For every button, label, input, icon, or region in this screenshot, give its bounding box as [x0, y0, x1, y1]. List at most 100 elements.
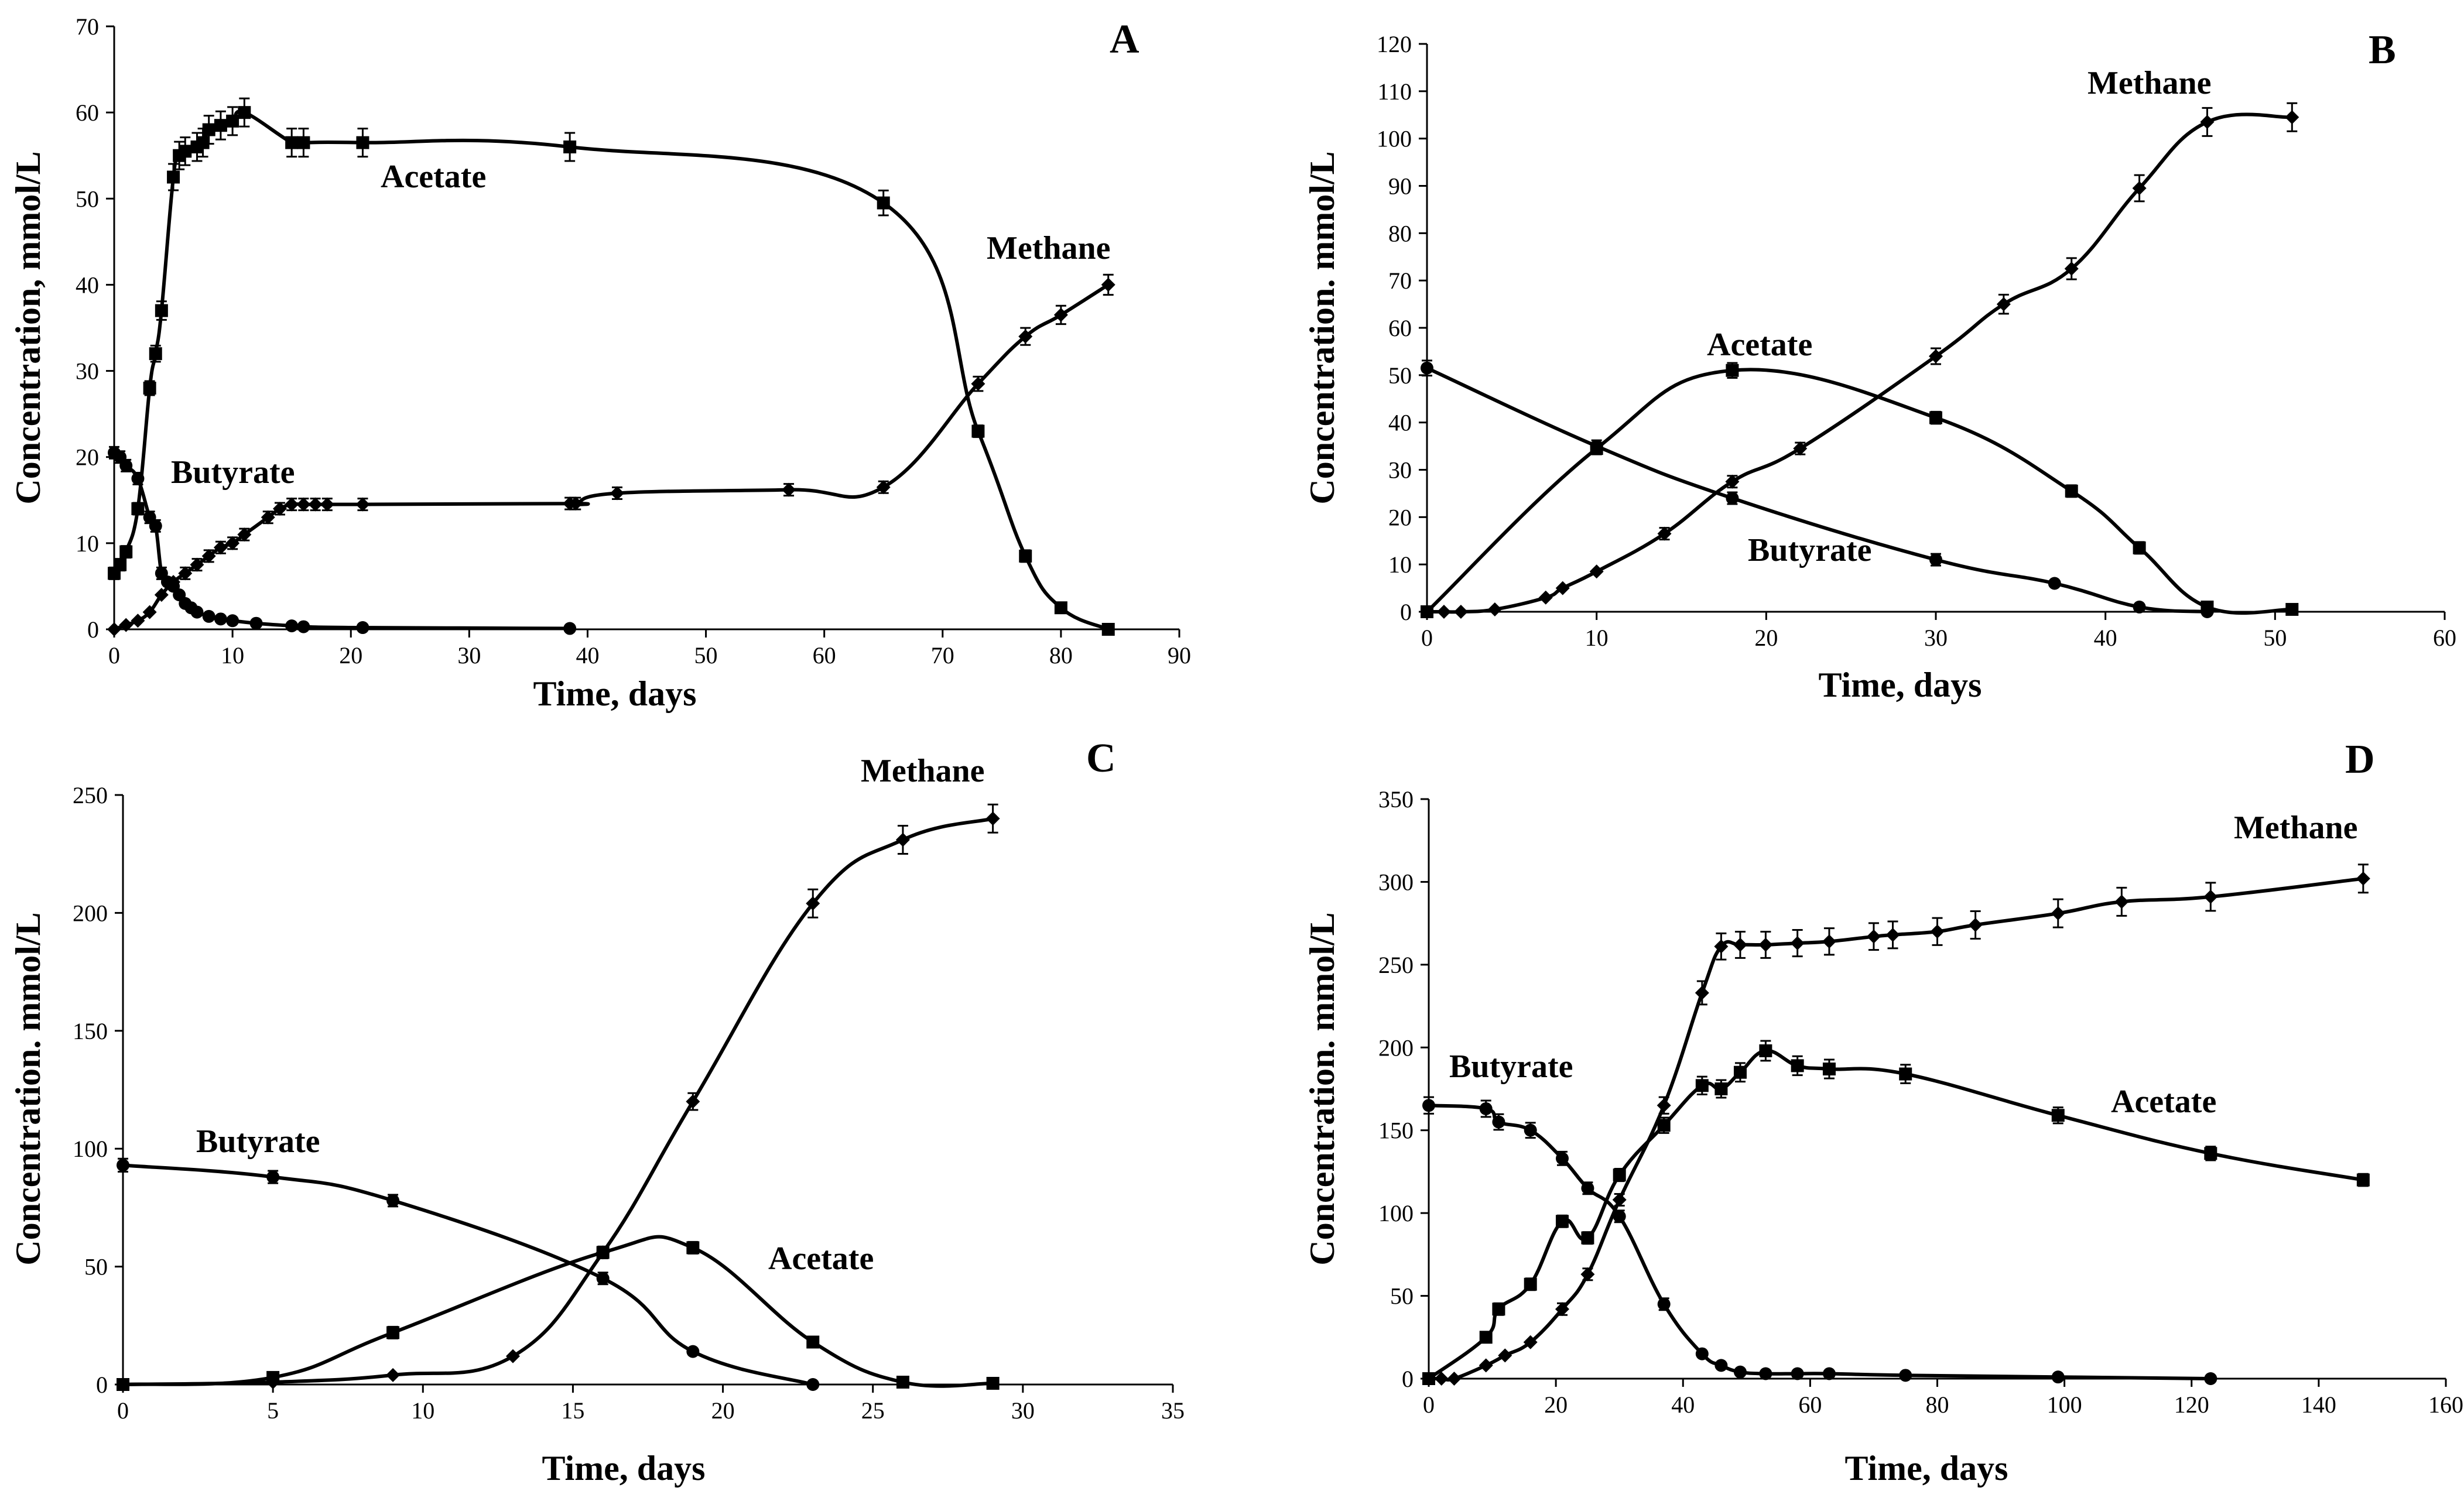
panel-c-x-tick-label: 0	[117, 1397, 129, 1424]
panel-b-acetate-line	[1425, 368, 2292, 615]
panel-d-methane-point	[1968, 917, 1983, 932]
panel-d-methane-series	[1422, 863, 2370, 1386]
panel-b-butyrate-series	[1421, 359, 2214, 618]
panel-b-methane-point	[2285, 110, 2299, 125]
panel-b-acetate-point	[1726, 364, 1739, 377]
panel-d-label-methane: Methane	[2234, 810, 2358, 846]
panel-d-methane-point	[1555, 1302, 1569, 1317]
panel-a-methane-point	[142, 605, 157, 619]
panel-a-x-tick-label: 90	[1168, 642, 1191, 669]
panel-b-x-tick-label: 50	[2263, 625, 2287, 651]
panel-a-ticks: 0 10 20 30 40 50 60 70 80 90 0 10 20 30 40 50 60 70	[76, 13, 1191, 669]
panel-d-butyrate-line	[1428, 1104, 2211, 1380]
panel-a-methane-point	[308, 497, 323, 512]
panel-a-methane-point	[355, 497, 370, 512]
panel-a-methane-point	[1101, 277, 1115, 292]
panel-d-x-tick-label: 40	[1671, 1392, 1695, 1418]
panel-d-x-axis-title: Time, days	[1845, 1449, 2008, 1488]
panel-a-methane-point	[154, 588, 169, 602]
panel-a-butyrate-point	[202, 609, 215, 623]
panel-c-x-tick-label: 35	[1161, 1397, 1185, 1424]
panel-a-letter: A	[1110, 17, 1139, 62]
panel-d-methane-point	[1885, 927, 1900, 942]
panel-b-y-tick-label: 30	[1388, 457, 1412, 484]
panel-d-x-tick-label: 160	[2428, 1392, 2463, 1418]
panel-d-x-tick-label: 100	[2047, 1392, 2082, 1418]
panel-a-butyrate-point	[226, 614, 239, 628]
panel-b-butyrate-line	[1426, 366, 2208, 614]
panel-b-butyrate-point	[2133, 600, 2146, 614]
panel-b-acetate-point	[1929, 411, 1942, 424]
panel-a-methane-point	[261, 510, 275, 525]
panel-d-x-tick-label: 20	[1544, 1392, 1568, 1418]
panel-c-butyrate-point	[596, 1272, 610, 1285]
panel-a-y-tick-label: 0	[87, 616, 99, 643]
panel-d-y-axis-title: Concentration. mmol/L	[1303, 912, 1341, 1265]
panel-b-marks	[1420, 102, 2299, 619]
panel-a-methane-point	[1018, 329, 1033, 344]
panel-d-butyrate-point	[1714, 1359, 1728, 1372]
panel-a-label-methane: Methane	[987, 230, 1111, 266]
panel-a-butyrate-point	[249, 616, 263, 630]
panel-a-acetate-point	[114, 558, 127, 571]
panel-d-acetate-point	[1759, 1044, 1772, 1057]
panel-b-y-tick-label: 100	[1377, 126, 1412, 152]
panel-a-acetate-point	[202, 123, 215, 136]
panel-d-methane-point	[1790, 936, 1805, 951]
panel-d-methane-point	[2356, 871, 2370, 886]
panel-b-methane-point	[1589, 564, 1604, 579]
panel-b-x-tick-label: 0	[1421, 625, 1433, 651]
panel-b-y-tick-label: 10	[1388, 551, 1412, 578]
panel-a-acetate-point	[196, 136, 210, 149]
panel-d-marks	[1422, 863, 2370, 1386]
panel-d-acetate-point	[2204, 1147, 2217, 1160]
panel-d-methane-point	[1479, 1358, 1493, 1373]
panel-d-butyrate-point	[1733, 1365, 1747, 1379]
panel-c-acetate-point	[686, 1241, 700, 1255]
panel-a-methane-series	[107, 273, 1115, 636]
panel-a-y-axis-title: Concentration, mmol/L	[9, 151, 47, 504]
panel-a-y-tick-label: 70	[76, 13, 99, 40]
panel-d-butyrate-point	[1479, 1102, 1493, 1115]
panel-d-acetate-point	[1479, 1331, 1493, 1344]
panel-a-butyrate-point	[190, 605, 204, 619]
panel-c-x-tick-label: 25	[861, 1397, 885, 1424]
panel-d-acetate-point	[2051, 1109, 2065, 1122]
panel-b-y-tick-label: 120	[1377, 31, 1412, 57]
panel-a-butyrate-point	[119, 459, 133, 472]
panel-d-methane-point	[1498, 1348, 1512, 1363]
panel-b-x-tick-label: 10	[1585, 625, 1609, 651]
panel-b-methane-point	[2064, 261, 2079, 276]
panel-c-ticks: 0 5 10 15 20 25 30 35 0 50 100 150 200 250	[73, 782, 1185, 1424]
panel-b-butyrate-point	[1929, 553, 1942, 567]
panel-a-methane-point	[285, 497, 299, 512]
panel-a-acetate-point	[356, 136, 369, 149]
panel-a-y-tick-label: 50	[76, 186, 99, 212]
panel-d-butyrate-point	[1613, 1209, 1626, 1223]
panel-a-x-tick-label: 10	[221, 642, 244, 669]
panel-d-butyrate-point	[1899, 1369, 1912, 1382]
panel-a-x-tick-label: 50	[694, 642, 718, 669]
panel-a-acetate-point	[149, 347, 162, 361]
panel-d-acetate-point	[1733, 1065, 1747, 1079]
panel-b-butyrate-point	[1590, 440, 1603, 453]
panel-b-acetate-point	[2133, 541, 2146, 554]
panel-a-acetate-series	[108, 97, 1115, 636]
panel-c-y-axis-title: Concentration. mmol/L	[9, 912, 47, 1265]
panel-d-x-tick-label: 140	[2301, 1392, 2336, 1418]
panel-b-label-methane: Methane	[2087, 65, 2212, 101]
panel-d-y-tick-label: 0	[1402, 1366, 1414, 1392]
panel-c-acetate-point	[986, 1376, 1000, 1390]
panel-a-x-tick-label: 60	[813, 642, 836, 669]
panel-c-x-tick-label: 15	[561, 1397, 584, 1424]
panel-b-methane-point	[2200, 115, 2215, 129]
panel-a-methane-point	[166, 575, 181, 590]
panel-d-butyrate-point	[1657, 1297, 1671, 1311]
panel-d-methane-point	[2051, 906, 2065, 921]
panel-a-acetate-point	[1054, 601, 1067, 615]
panel-c-marks	[116, 803, 1000, 1392]
panel-d: 0 20 40 60 80 100 120 140 160 0 50 100 150 200 250 300 3…	[1303, 737, 2463, 1488]
panel-c-acetate-point	[806, 1335, 820, 1349]
panel-c-x-axis-title: Time, days	[542, 1449, 706, 1488]
